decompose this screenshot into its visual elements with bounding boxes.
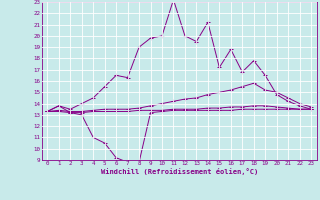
X-axis label: Windchill (Refroidissement éolien,°C): Windchill (Refroidissement éolien,°C) (100, 168, 258, 175)
